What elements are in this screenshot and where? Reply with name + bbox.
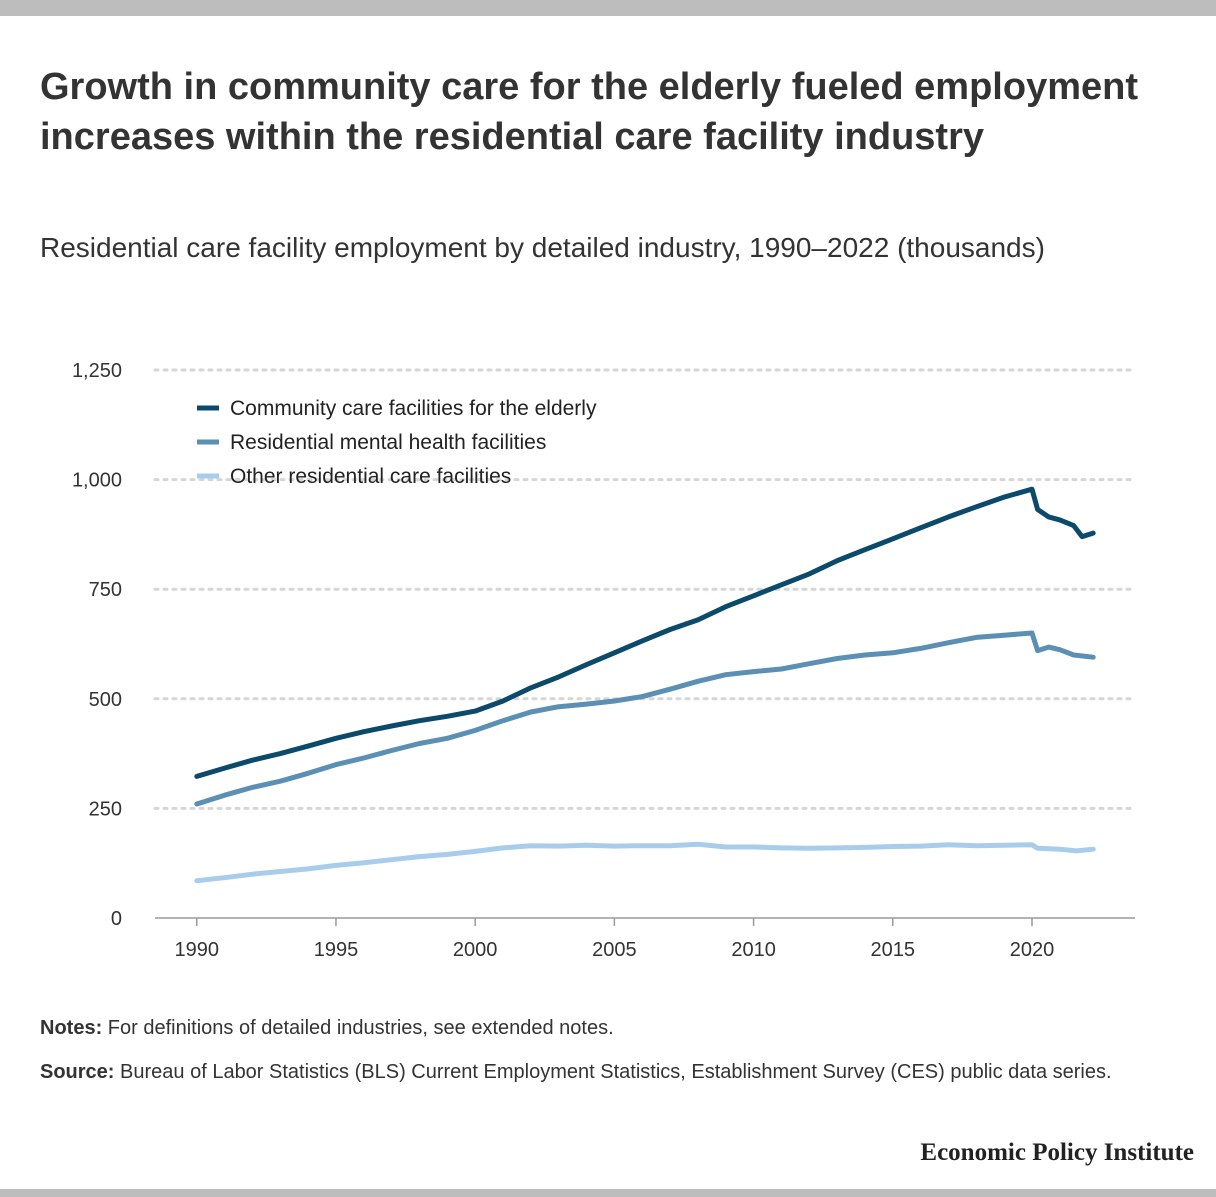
- legend-label: Other residential care facilities: [230, 465, 511, 488]
- series-line-residential-mental-health-facilities: [194, 630, 1096, 807]
- line-chart: 0 250 500 750 1,000 1,250 1990 1995 2000 2005 2010…: [72, 360, 1137, 961]
- y-tick-label: 250: [89, 798, 122, 820]
- notes-line: Notes: For definitions of detailed indus…: [40, 1013, 1180, 1043]
- x-tick-label: 1990: [175, 939, 220, 961]
- x-tick-label: 1995: [314, 939, 359, 961]
- top-border: [0, 0, 1216, 16]
- legend-label: Community care facilities for the elderl…: [230, 397, 597, 420]
- brand-logo-text: Economic Policy Institute: [920, 1139, 1194, 1166]
- x-tick-label: 2015: [871, 939, 916, 961]
- y-tick-label: 1,000: [72, 470, 122, 492]
- bottom-border: [0, 1189, 1216, 1197]
- y-tick-label: 0: [111, 908, 122, 930]
- notes-text: For definitions of detailed industries, …: [107, 1017, 614, 1039]
- y-tick-label: 1,250: [72, 360, 122, 382]
- x-tick-label: 2020: [1010, 939, 1055, 961]
- y-tick-label: 500: [89, 689, 122, 711]
- x-tick-label: 2000: [453, 939, 498, 961]
- source-line: Source: Bureau of Labor Statistics (BLS)…: [40, 1057, 1180, 1087]
- source-label: Source:: [40, 1061, 115, 1083]
- chart-subtitle: Residential care facility employment by …: [40, 232, 1045, 263]
- legend-label: Residential mental health facilities: [230, 431, 546, 454]
- series-line-community-care-facilities-for-the-elderly: [194, 486, 1096, 779]
- x-tick-label: 2005: [592, 939, 637, 961]
- source-text: Bureau of Labor Statistics (BLS) Current…: [120, 1061, 1112, 1083]
- x-tick-label: 2010: [731, 939, 776, 961]
- series-line-other-residential-care-facilities: [194, 841, 1096, 884]
- notes-label: Notes:: [40, 1017, 103, 1039]
- chart-title: Growth in community care for the elderly…: [40, 66, 1138, 158]
- footnotes: Notes: For definitions of detailed indus…: [40, 1013, 1180, 1101]
- y-tick-label: 750: [89, 579, 122, 601]
